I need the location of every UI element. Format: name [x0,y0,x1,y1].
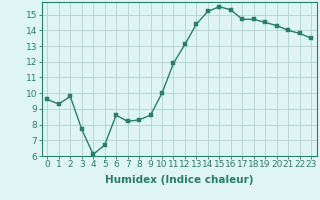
X-axis label: Humidex (Indice chaleur): Humidex (Indice chaleur) [105,175,253,185]
